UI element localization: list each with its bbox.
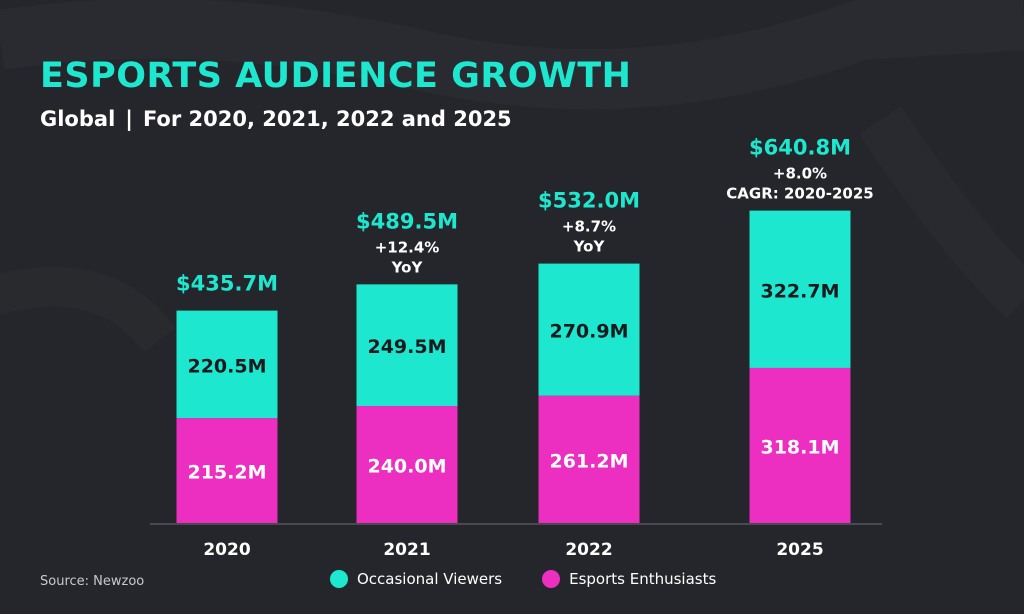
legend-label-occasional: Occasional Viewers xyxy=(357,570,503,588)
category-label-2022: 2022 xyxy=(565,540,612,560)
segment-label-enthusiasts-2020: 215.2M xyxy=(187,462,266,484)
category-label-2025: 2025 xyxy=(776,540,823,560)
legend-swatch-occasional xyxy=(330,570,348,588)
segment-label-occasional-2020: 220.5M xyxy=(187,355,266,377)
legend: Occasional Viewers Esports Enthusiasts xyxy=(330,570,716,588)
segment-label-occasional-2022: 270.9M xyxy=(549,321,628,343)
bar-enthusiasts-2021 xyxy=(356,406,458,523)
subtitle-region: Global xyxy=(40,107,116,131)
annotation-2021-1: YoY xyxy=(391,258,424,276)
annotation-2025-1: CAGR: 2020-2025 xyxy=(726,185,873,203)
bar-enthusiasts-2020 xyxy=(176,418,278,523)
annotation-2025-0: +8.0% xyxy=(773,165,827,183)
annotation-2021-0: +12.4% xyxy=(375,238,440,256)
bar-occasional-2022 xyxy=(538,263,640,396)
segment-label-enthusiasts-2021: 240.0M xyxy=(367,456,446,478)
segment-label-enthusiasts-2025: 318.1M xyxy=(760,436,839,458)
chart-subtitle: Global | For 2020, 2021, 2022 and 2025 xyxy=(40,107,512,131)
segment-label-enthusiasts-2022: 261.2M xyxy=(549,450,628,472)
bar-enthusiasts-2022 xyxy=(538,395,640,523)
category-label-2021: 2021 xyxy=(383,540,430,560)
total-label-2021: $489.5M xyxy=(356,209,458,233)
bar-occasional-2021 xyxy=(356,284,458,406)
legend-swatch-enthusiasts xyxy=(542,570,561,588)
total-label-2022: $532.0M xyxy=(538,189,640,213)
total-label-2020: $435.7M xyxy=(176,272,278,296)
segment-label-occasional-2025: 322.7M xyxy=(760,280,839,302)
legend-item-enthusiasts: Esports Enthusiasts xyxy=(542,570,716,588)
subtitle-years: For 2020, 2021, 2022 and 2025 xyxy=(142,107,512,131)
bar-occasional-2020 xyxy=(176,310,278,419)
subtitle-separator: | xyxy=(125,107,133,131)
chart-title: ESPORTS AUDIENCE GROWTH xyxy=(40,56,632,96)
bar-occasional-2025 xyxy=(749,210,851,368)
total-label-2025: $640.8M xyxy=(749,136,851,160)
legend-label-enthusiasts: Esports Enthusiasts xyxy=(569,570,717,588)
annotation-2022-1: YoY xyxy=(573,238,606,256)
source-note: Source: Newzoo xyxy=(40,574,145,589)
segment-label-occasional-2021: 249.5M xyxy=(367,336,446,358)
bar-enthusiasts-2025 xyxy=(749,367,851,523)
category-label-2020: 2020 xyxy=(203,540,250,560)
annotation-2022-0: +8.7% xyxy=(562,218,616,236)
legend-item-occasional: Occasional Viewers xyxy=(330,570,502,588)
